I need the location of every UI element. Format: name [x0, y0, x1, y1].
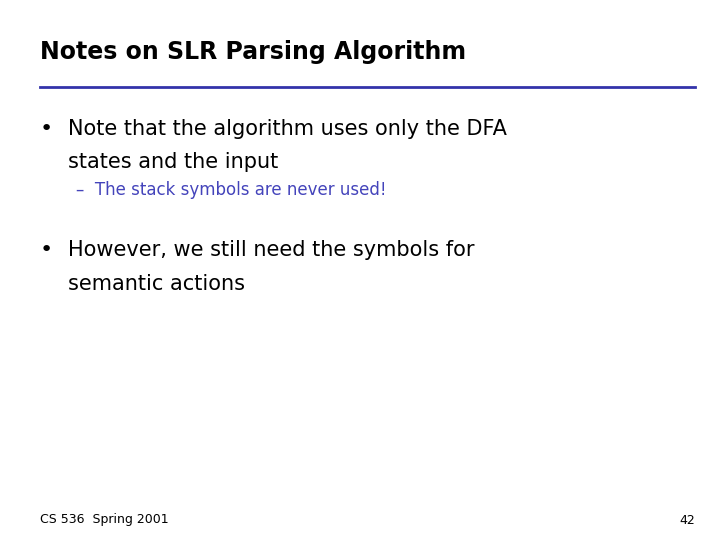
Text: Notes on SLR Parsing Algorithm: Notes on SLR Parsing Algorithm — [40, 40, 466, 64]
Text: •: • — [40, 119, 53, 139]
Text: Note that the algorithm uses only the DFA: Note that the algorithm uses only the DF… — [68, 119, 508, 139]
Text: 42: 42 — [679, 514, 695, 526]
Text: CS 536  Spring 2001: CS 536 Spring 2001 — [40, 514, 168, 526]
Text: However, we still need the symbols for: However, we still need the symbols for — [68, 240, 475, 260]
Text: states and the input: states and the input — [68, 152, 279, 172]
Text: semantic actions: semantic actions — [68, 274, 246, 294]
Text: •: • — [40, 240, 53, 260]
Text: –  The stack symbols are never used!: – The stack symbols are never used! — [76, 181, 386, 199]
